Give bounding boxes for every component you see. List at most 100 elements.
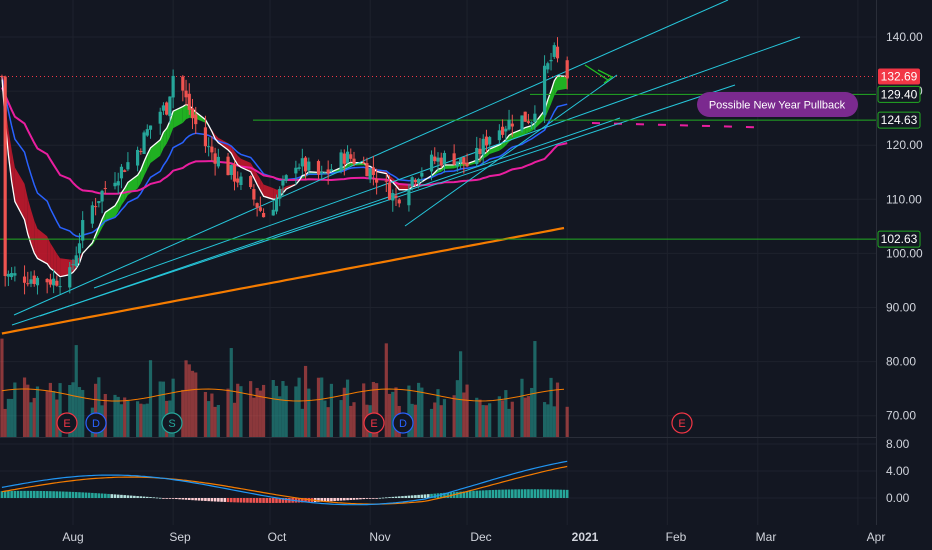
volume-bar — [229, 348, 233, 437]
candle-body — [417, 178, 421, 184]
candle-body — [32, 275, 36, 284]
event-marker-d[interactable]: D — [85, 412, 107, 434]
price-tag-text: 124.63 — [881, 113, 918, 127]
time-tick-label: Aug — [62, 530, 83, 544]
volume-bar — [542, 402, 547, 437]
candle-body — [478, 148, 482, 155]
macd-histogram-bar — [165, 498, 168, 499]
ribbon-segment — [354, 162, 364, 166]
macd-histogram-bar — [388, 497, 391, 498]
macd-histogram-bar — [330, 498, 333, 502]
volume-bar — [6, 398, 10, 437]
volume-bar — [239, 386, 243, 437]
event-marker-e[interactable]: E — [363, 412, 385, 434]
macd-histogram-bar — [116, 494, 120, 498]
macd-histogram-bar — [504, 489, 508, 498]
price-tag-level[interactable]: 124.63 — [877, 111, 921, 129]
candle-body — [391, 192, 395, 201]
macd-histogram-bar — [323, 498, 327, 502]
macd-histogram-bar — [7, 491, 10, 498]
macd-histogram-bar — [459, 491, 462, 498]
candle-body — [384, 180, 388, 182]
macd-histogram-bar — [494, 489, 498, 498]
macd-histogram-bar — [145, 496, 149, 498]
volume-bar — [161, 381, 166, 437]
macd-histogram-bar — [171, 498, 175, 499]
volume-bar — [113, 394, 117, 437]
time-axis[interactable]: Aug Sep Oct Nov Dec 2021 Feb Mar Apr — [62, 530, 885, 544]
macd-histogram-bar — [168, 498, 172, 499]
macd-histogram-bar — [181, 498, 185, 500]
time-tick-label: Dec — [470, 530, 491, 544]
volume-bar — [210, 393, 214, 437]
volume-bar — [48, 382, 52, 437]
candle-body — [22, 276, 27, 283]
candle-body — [284, 175, 288, 181]
volume-bar — [190, 370, 195, 437]
price-tag-level[interactable]: 129.40 — [877, 85, 921, 103]
price-tag-box — [877, 85, 921, 103]
event-marker-e[interactable]: E — [56, 412, 78, 434]
candle-body — [520, 115, 524, 131]
ribbon-segment — [218, 137, 229, 150]
event-marker-s[interactable]: S — [161, 412, 183, 434]
volume-bar — [433, 402, 437, 437]
macd-histogram-bar — [430, 493, 433, 498]
macd-histogram-bar — [355, 498, 359, 500]
macd-histogram-bar — [352, 498, 356, 500]
macd-tick-label: 8.00 — [886, 437, 910, 451]
ribbon-segment — [150, 139, 161, 164]
volume-bar — [345, 379, 350, 437]
macd-histogram-bar — [420, 494, 424, 498]
annotation-callout: Possible New Year Pullback — [584, 64, 858, 117]
volume-bar — [349, 405, 353, 437]
ribbon-segment — [105, 205, 115, 223]
macd-histogram-bar — [401, 496, 404, 498]
macd-histogram-bar — [339, 498, 343, 501]
event-marker-d[interactable]: D — [392, 412, 414, 434]
volume-bar — [142, 404, 146, 437]
price-tag-box — [878, 68, 920, 85]
event-marker-label: E — [63, 418, 70, 430]
ribbon-segment — [551, 80, 555, 105]
candle-body — [45, 278, 49, 283]
macd-histogram-bar — [78, 492, 81, 498]
event-marker-label: D — [399, 418, 407, 430]
candle-body — [533, 113, 537, 122]
volume-bar — [0, 338, 4, 437]
candle-body — [229, 165, 233, 176]
volume-bar — [119, 404, 124, 437]
candle-body — [239, 176, 243, 186]
event-marker-e[interactable]: E — [671, 412, 693, 434]
price-tag-level[interactable]: 102.63 — [877, 230, 921, 248]
volume-bar — [35, 386, 40, 437]
ribbon-segment — [140, 161, 145, 184]
candle-body — [184, 90, 188, 98]
candle-body — [271, 209, 275, 216]
macd-histogram-bar — [120, 494, 123, 498]
candle-body — [329, 169, 333, 171]
volume-bar — [29, 402, 33, 437]
candle-body — [368, 168, 372, 180]
candle-body — [35, 277, 40, 286]
candle-body — [171, 75, 175, 98]
macd-histogram-bar — [456, 491, 459, 498]
macd-histogram-bar — [488, 490, 491, 498]
macd-histogram-bar — [236, 498, 240, 503]
price-axis[interactable]: 140.00130.00120.00110.00100.0090.0080.00… — [877, 30, 923, 505]
candle-body — [352, 158, 356, 164]
macd-histogram-bar — [423, 494, 427, 498]
macd-histogram-bar — [175, 498, 178, 500]
volume-bar — [320, 377, 324, 437]
volume-bar — [139, 403, 143, 437]
macd-histogram-bar — [501, 489, 504, 498]
macd-histogram-bar — [13, 490, 17, 498]
price-tag-last[interactable]: 132.69 — [878, 68, 920, 85]
volume-bar — [216, 405, 220, 437]
macd-histogram-bar — [136, 496, 139, 498]
volume-bar — [462, 392, 466, 437]
macd-histogram-bar — [191, 498, 194, 501]
candle-body — [365, 163, 369, 177]
